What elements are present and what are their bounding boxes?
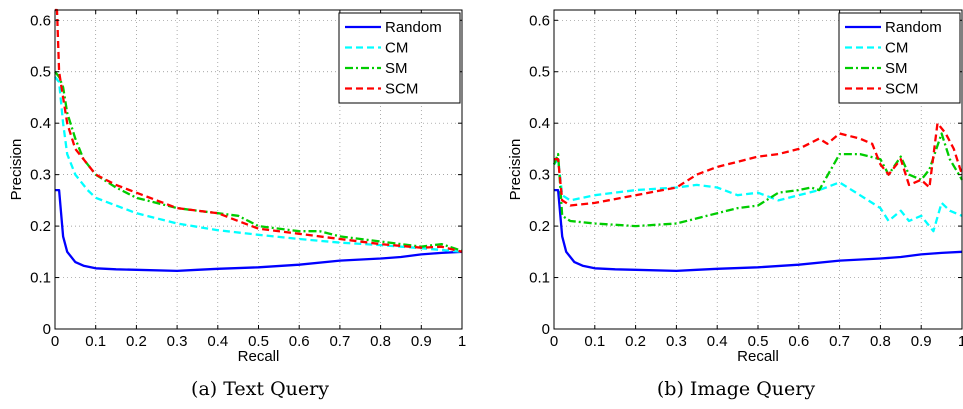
series-line-scm bbox=[55, 8, 463, 253]
x-axis-label: Recall bbox=[737, 348, 779, 365]
x-tick-label: 0.9 bbox=[411, 333, 432, 350]
x-tick-label: 0.6 bbox=[289, 333, 310, 350]
chart-panel-image-query: 0 0.1 0.2 0.3 0.4 0.5 0.6 0.7 0.8 0.9 1 0 0.1 0.2 0.3 0… bbox=[481, 0, 963, 409]
x-tick-label: 0 bbox=[550, 333, 558, 350]
x-tick-label: 0 bbox=[51, 333, 59, 350]
x-tick-label: 0.8 bbox=[370, 333, 391, 350]
x-tick-label: 1 bbox=[958, 333, 963, 350]
chart-image-query: 0 0.1 0.2 0.3 0.4 0.5 0.6 0.7 0.8 0.9 1 0 0.1 0.2 0.3 0… bbox=[507, 9, 963, 365]
x-tick-label: 0.6 bbox=[788, 333, 809, 350]
caption-image-query: (b) Image Query bbox=[656, 378, 816, 400]
x-tick-label: 0.1 bbox=[584, 333, 605, 350]
series-line-cm bbox=[553, 158, 963, 233]
series-line-random bbox=[55, 188, 463, 273]
legend-label-scm: SCM bbox=[385, 81, 418, 98]
legend-label-sm: SM bbox=[885, 60, 908, 77]
x-tick-label: 0.2 bbox=[126, 333, 147, 350]
x-tick-label: 0.3 bbox=[666, 333, 687, 350]
series-line-scm bbox=[554, 122, 963, 207]
y-tick-label: 0 bbox=[542, 321, 550, 338]
x-tick-label: 0.4 bbox=[207, 333, 228, 350]
y-tick-label: 0 bbox=[43, 321, 51, 338]
x-tick-label: 0.2 bbox=[625, 333, 646, 350]
x-tick-label: 0.7 bbox=[829, 333, 850, 350]
x-tick-label: 0.5 bbox=[248, 333, 269, 350]
y-tick-label: 0.3 bbox=[529, 167, 550, 184]
x-tick-label: 0.5 bbox=[748, 333, 769, 350]
x-tick-label: 0.8 bbox=[870, 333, 891, 350]
x-tick-label: 0.1 bbox=[85, 333, 106, 350]
y-tick-label: 0.1 bbox=[30, 270, 51, 287]
y-tick-label: 0.3 bbox=[30, 167, 51, 184]
y-axis-label: Precision bbox=[8, 139, 25, 201]
series-line-sm bbox=[54, 70, 463, 252]
x-tick-label: 0.4 bbox=[707, 333, 728, 350]
y-tick-label: 0.6 bbox=[30, 12, 51, 29]
x-tick-label: 0.3 bbox=[167, 333, 188, 350]
y-tick-label: 0.5 bbox=[30, 64, 51, 81]
legend-label-sm: SM bbox=[385, 60, 408, 77]
chart-panel-text-query: 0 0.1 0.2 0.3 0.4 0.5 0.6 0.7 0.8 0.9 1 0 0.1 0.2 0.3 0… bbox=[0, 0, 481, 409]
x-tick-label: 0.7 bbox=[329, 333, 350, 350]
legend-label-cm: CM bbox=[885, 40, 908, 57]
legend-label-scm: SCM bbox=[885, 81, 918, 98]
series-line-sm bbox=[552, 132, 963, 228]
y-tick-label: 0.6 bbox=[529, 12, 550, 29]
y-tick-label: 0.2 bbox=[529, 218, 550, 235]
x-axis-label: Recall bbox=[238, 348, 280, 365]
legend-label-random: Random bbox=[885, 19, 942, 36]
legend-label-cm: CM bbox=[385, 40, 408, 57]
x-tick-label: 1 bbox=[458, 333, 466, 350]
y-tick-label: 0.4 bbox=[30, 115, 51, 132]
chart-text-query: 0 0.1 0.2 0.3 0.4 0.5 0.6 0.7 0.8 0.9 1 0 0.1 0.2 0.3 0… bbox=[8, 8, 466, 365]
series-line-random bbox=[554, 188, 963, 273]
caption-text-query: (a) Text Query bbox=[191, 378, 329, 400]
y-axis-label: Precision bbox=[507, 139, 524, 201]
y-tick-label: 0.4 bbox=[529, 115, 550, 132]
y-tick-label: 0.5 bbox=[529, 64, 550, 81]
y-tick-label: 0.1 bbox=[529, 270, 550, 287]
series-line-cm bbox=[54, 76, 463, 253]
y-tick-label: 0.2 bbox=[30, 218, 51, 235]
legend-label-random: Random bbox=[385, 19, 442, 36]
x-tick-label: 0.9 bbox=[911, 333, 932, 350]
